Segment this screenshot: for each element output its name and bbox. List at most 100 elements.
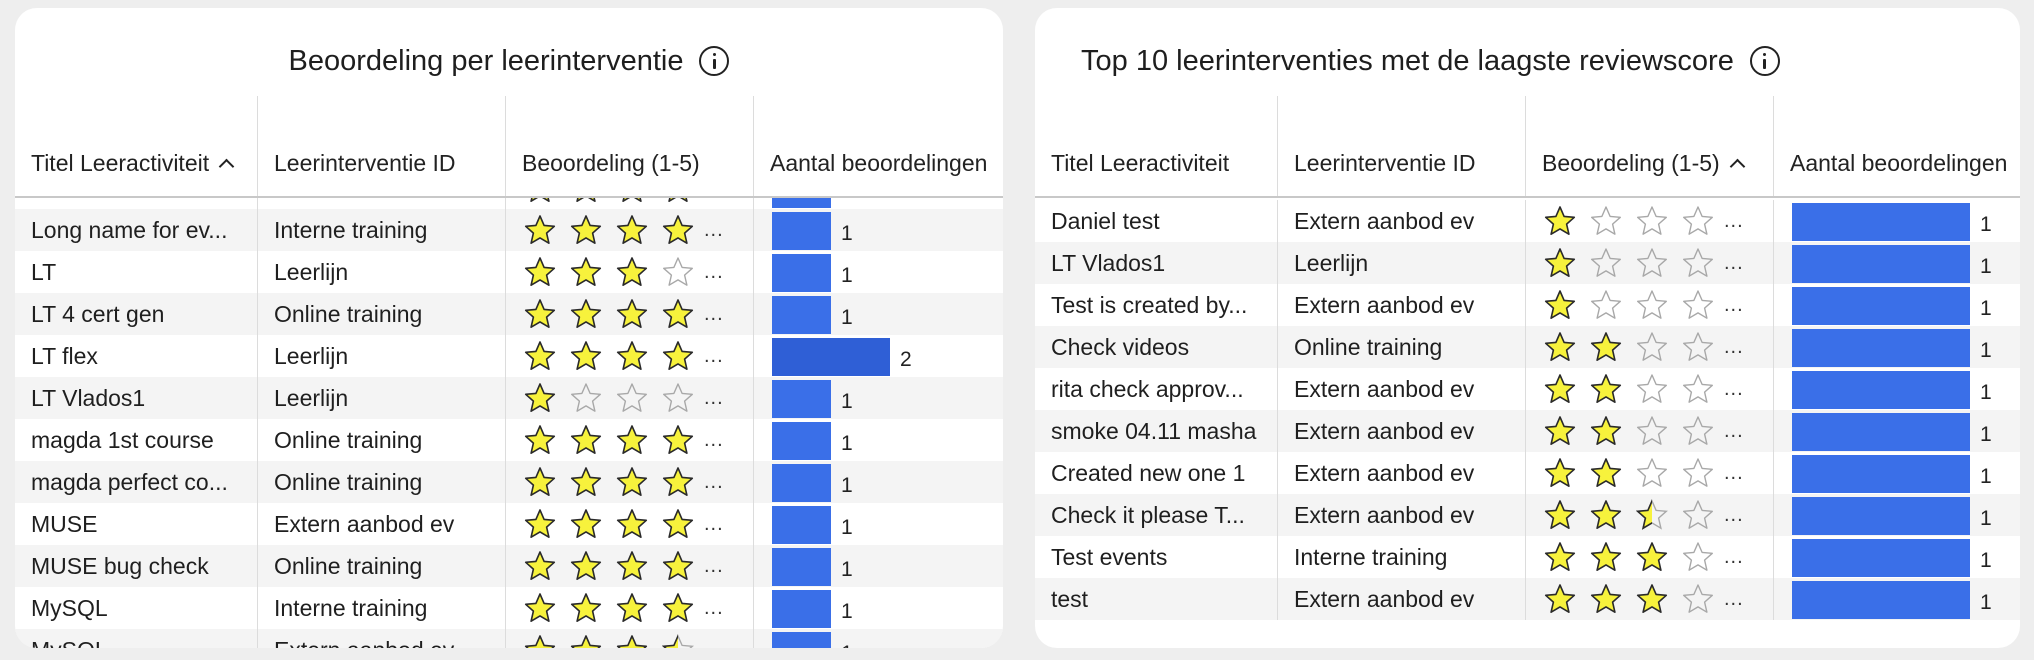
- count-value: 1: [841, 516, 853, 539]
- cell-beoordeling: ...: [506, 587, 754, 629]
- table-row[interactable]: Check it please T... Extern aanbod ev... 1: [1035, 494, 2020, 536]
- table-row[interactable]: Test is created by... Extern aanbod ev...…: [1035, 284, 2020, 326]
- table-row[interactable]: Daniel test Extern aanbod ev... 1: [1035, 200, 2020, 242]
- star-empty-icon: [1637, 374, 1667, 403]
- cell-leerinterventie-id: Extern aanbod ev: [258, 629, 506, 648]
- info-icon[interactable]: [699, 46, 730, 77]
- cell-leerinterventie-id: Online training: [258, 461, 506, 503]
- star-filled-icon: [616, 593, 648, 622]
- star-filled-icon: [570, 257, 602, 286]
- truncation-marker: ...: [704, 629, 724, 648]
- cell-aantal: 1: [754, 198, 1003, 209]
- star-filled-icon: [616, 341, 648, 370]
- column-header-beoordeling[interactable]: Beoordeling (1-5): [506, 96, 754, 196]
- table-row[interactable]: LT flex Leerlijn... 2: [15, 335, 1003, 377]
- star-empty-icon: [1683, 290, 1713, 319]
- truncation-marker: ...: [1724, 504, 1744, 526]
- cell-beoordeling: ...: [506, 461, 754, 503]
- star-empty-icon: [1637, 290, 1667, 319]
- star-empty-icon: [1683, 206, 1713, 235]
- star-filled-icon: [576, 198, 596, 202]
- column-header-aantal[interactable]: Aantal beoordelingen: [1774, 96, 2020, 196]
- table-row[interactable]: MUSE Extern aanbod ev... 1: [15, 503, 1003, 545]
- star-rating: ...: [522, 377, 753, 419]
- table-row[interactable]: Test events Interne training... 1: [1035, 536, 2020, 578]
- cell-titel: LT: [15, 251, 258, 293]
- table-row[interactable]: MySQLExtern aanbod ev... 1: [15, 629, 1003, 648]
- table-row[interactable]: MySQL Interne training... 1: [15, 587, 1003, 629]
- table-row[interactable]: smoke 04.11 masha Extern aanbod ev... 1: [1035, 410, 2020, 452]
- left-table-body[interactable]: lauraExtern aanbod ev...1Long name for e…: [15, 198, 1003, 648]
- cell-leerinterventie-id: Interne training: [1278, 536, 1526, 578]
- cell-beoordeling: ...: [1526, 242, 1774, 284]
- star-filled-icon: [570, 551, 602, 580]
- star-filled-icon: [570, 635, 602, 648]
- star-rating: ...: [522, 461, 753, 503]
- sort-ascending-icon[interactable]: [1729, 158, 1745, 175]
- star-filled-icon: [570, 425, 602, 454]
- cell-titel: smoke 04.11 masha: [1035, 410, 1278, 452]
- table-row[interactable]: test Extern aanbod ev... 1: [1035, 578, 2020, 620]
- column-header-label: Aantal beoordelingen: [1790, 150, 2008, 176]
- table-row[interactable]: LT Leerlijn... 1: [15, 251, 1003, 293]
- table-row[interactable]: magda perfect co... Online training... 1: [15, 461, 1003, 503]
- star-rating: ...: [522, 198, 753, 209]
- cell-titel: Test events: [1035, 536, 1278, 578]
- table-row[interactable]: rita check approv... Extern aanbod ev... 1: [1035, 368, 2020, 410]
- column-header-titel[interactable]: Titel Leeractiviteit: [1035, 96, 1278, 196]
- star-filled-icon: [524, 215, 556, 244]
- cell-leerinterventie-id: Extern aanbod ev: [1278, 200, 1526, 242]
- table-row[interactable]: Created new one 1 Extern aanbod ev... 1: [1035, 452, 2020, 494]
- star-rating: ...: [522, 209, 753, 251]
- star-filled-icon: [1590, 416, 1622, 445]
- count-bar: [772, 506, 831, 544]
- star-filled-icon: [616, 299, 648, 328]
- info-icon[interactable]: [1749, 46, 1780, 77]
- table-row[interactable]: Long name for ev... Interne training... 1: [15, 209, 1003, 251]
- truncation-marker: ...: [704, 387, 724, 409]
- column-header-label: Beoordeling (1-5): [522, 150, 700, 176]
- column-header-titel[interactable]: Titel Leeractiviteit: [15, 96, 258, 196]
- star-filled-icon: [570, 215, 602, 244]
- table-row[interactable]: LT 4 cert gen Online training... 1: [15, 293, 1003, 335]
- table-row[interactable]: LT Vlados1 Leerlijn... 1: [15, 377, 1003, 419]
- star-filled-icon: [570, 299, 602, 328]
- right-table-body[interactable]: Daniel test Extern aanbod ev... 1 LT Vlados…: [1035, 198, 2020, 648]
- cell-beoordeling: ...: [506, 198, 754, 209]
- table-row[interactable]: Check videos Online training... 1: [1035, 326, 2020, 368]
- truncation-marker: ...: [1724, 546, 1744, 568]
- cell-leerinterventie-id: Extern aanbod ev: [258, 198, 506, 209]
- star-filled-icon: [1544, 290, 1576, 319]
- star-filled-icon: [616, 467, 648, 496]
- table-row[interactable]: magda 1st course Online training... 1: [15, 419, 1003, 461]
- star-filled-icon: [616, 551, 648, 580]
- star-filled-icon: [616, 215, 648, 244]
- cell-aantal: 1: [1774, 200, 2020, 242]
- column-header-aantal[interactable]: Aantal beoordelingen: [754, 96, 1003, 196]
- star-half-icon: [662, 634, 694, 648]
- star-empty-icon: [1683, 584, 1713, 613]
- sort-ascending-icon[interactable]: [218, 158, 235, 175]
- cell-titel: Created new one 1: [1035, 452, 1278, 494]
- left-table-header: Titel Leeractiviteit Leerinterventie ID …: [15, 96, 1003, 198]
- star-empty-icon: [617, 383, 647, 412]
- cell-aantal: 1: [754, 251, 1003, 293]
- column-header-leerinterventie-id[interactable]: Leerinterventie ID: [258, 96, 506, 196]
- star-filled-icon: [616, 635, 648, 648]
- star-empty-icon: [1591, 290, 1621, 319]
- cell-leerinterventie-id: Online training: [258, 419, 506, 461]
- table-row[interactable]: LT Vlados1 Leerlijn... 1: [1035, 242, 2020, 284]
- cell-titel: MySQL: [15, 629, 258, 648]
- star-filled-icon: [1544, 248, 1576, 277]
- count-value: 1: [841, 633, 853, 648]
- column-header-leerinterventie-id[interactable]: Leerinterventie ID: [1278, 96, 1526, 196]
- table-row[interactable]: MUSE bug check Online training... 1: [15, 545, 1003, 587]
- count-value: 1: [1980, 591, 1992, 614]
- count-bar: [1792, 203, 1970, 241]
- star-filled-icon: [570, 593, 602, 622]
- cell-titel: LT Vlados1: [1035, 242, 1278, 284]
- table-row[interactable]: lauraExtern aanbod ev... 1: [15, 198, 1003, 209]
- star-filled-icon: [616, 509, 648, 538]
- column-header-beoordeling[interactable]: Beoordeling (1-5): [1526, 96, 1774, 196]
- star-filled-icon: [1544, 374, 1576, 403]
